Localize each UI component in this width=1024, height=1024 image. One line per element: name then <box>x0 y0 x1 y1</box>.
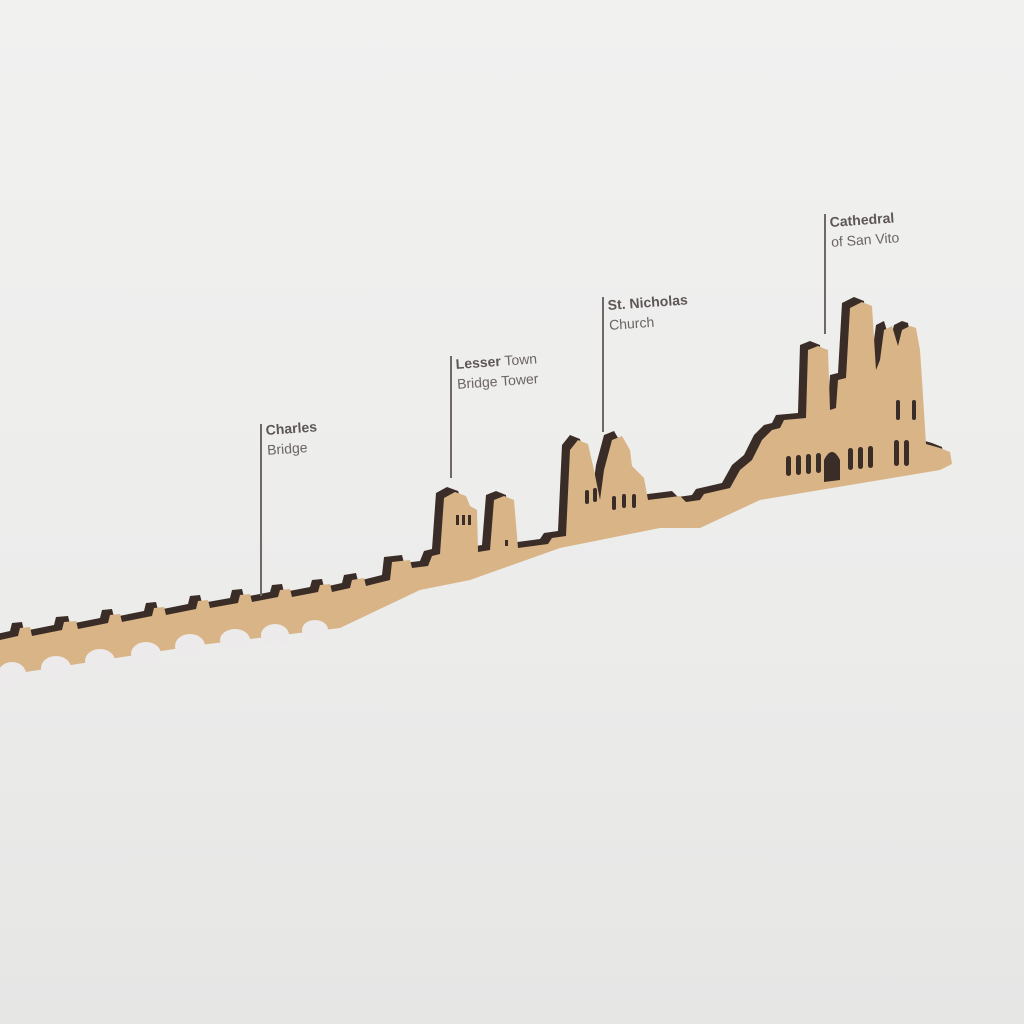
label-charles-bridge: Charles Bridge <box>265 418 318 458</box>
label-st-nicholas-church: St. Nicholas Church <box>607 291 689 333</box>
leader-line-lesser-town <box>450 356 452 478</box>
window-cutouts <box>456 400 916 546</box>
bridge-arches <box>0 620 328 686</box>
label-lesser-town-bridge-tower: Lesser Town Bridge Tower <box>455 350 539 392</box>
label-cathedral-san-vito: Cathedral of San Vito <box>829 209 900 250</box>
leader-line-st-nicholas <box>602 297 604 432</box>
leader-line-cathedral <box>824 214 826 334</box>
leader-line-charles-bridge <box>260 424 262 596</box>
